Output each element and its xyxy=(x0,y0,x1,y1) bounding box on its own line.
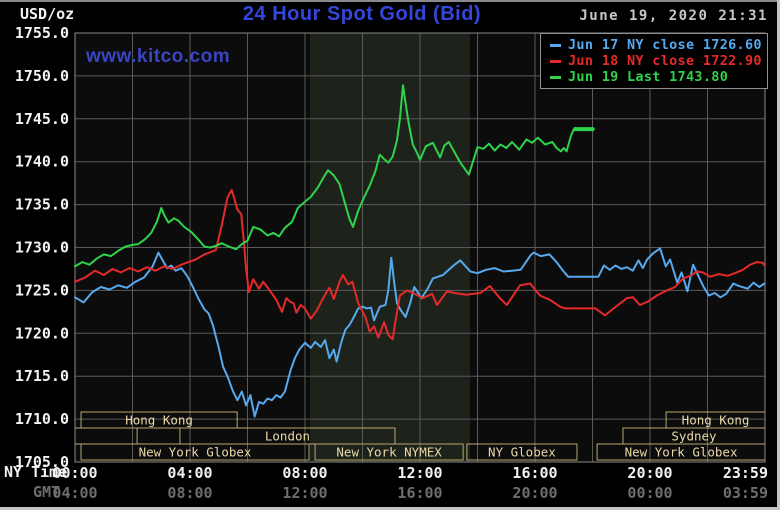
y-tick-label: 1740.0 xyxy=(15,153,69,171)
legend-label: Jun 18 NY close 1722.90 xyxy=(568,53,762,69)
gmt-tick-label: 20:00 xyxy=(512,484,557,502)
gmt-tick-label: 03:59 xyxy=(723,484,768,502)
y-axis-units-label: USD/oz xyxy=(20,5,75,23)
series-line-jun17 xyxy=(74,247,766,418)
legend-dash-icon xyxy=(550,43,561,47)
session-label: New York Globex xyxy=(625,445,738,460)
session-box xyxy=(80,411,238,429)
legend-label: Jun 17 NY close 1726.60 xyxy=(568,37,762,53)
legend-item: Jun 18 NY close 1722.90 xyxy=(550,53,767,69)
y-tick-label: 1755.0 xyxy=(15,24,69,42)
legend-dash-icon xyxy=(550,75,561,79)
y-tick-label: 1705.0 xyxy=(15,453,69,471)
kitco-watermark: www.kitco.com xyxy=(86,46,231,67)
legend-dash-icon xyxy=(550,59,561,63)
legend-item: Jun 17 NY close 1726.60 xyxy=(550,37,767,53)
y-tick-label: 1750.0 xyxy=(15,67,69,85)
session-box xyxy=(80,443,310,461)
y-tick-label: 1715.0 xyxy=(15,367,69,385)
y-tick-label: 1710.0 xyxy=(15,410,69,428)
session-label: New York NYMEX xyxy=(336,445,442,460)
y-tick-label: 1745.0 xyxy=(15,110,69,128)
screen-top-edge xyxy=(0,0,780,2)
series-line-jun18 xyxy=(74,189,766,341)
session-label: Hong Kong xyxy=(125,413,193,428)
plot-border xyxy=(74,32,766,463)
ny-time-tick-label: 23:59 xyxy=(723,464,768,482)
x-axis-ny-time-caption: NY Time xyxy=(4,463,68,481)
x-axis-gmt-caption: GMT xyxy=(33,483,61,501)
ny-time-tick-label: 00:00 xyxy=(52,464,97,482)
ny-time-tick-label: 04:00 xyxy=(167,464,212,482)
ny-time-tick-label: 12:00 xyxy=(397,464,442,482)
y-tick-label: 1735.0 xyxy=(15,196,69,214)
ny-time-tick-label: 20:00 xyxy=(627,464,672,482)
ny-time-tick-label: 08:00 xyxy=(282,464,327,482)
session-label: NY Globex xyxy=(488,445,556,460)
gmt-tick-label: 00:00 xyxy=(627,484,672,502)
chart-timestamp: June 19, 2020 21:31 xyxy=(579,8,768,24)
gmt-tick-label: 04:00 xyxy=(52,484,97,502)
screen-right-edge xyxy=(777,0,780,510)
gmt-tick-label: 16:00 xyxy=(397,484,442,502)
session-label: New York Globex xyxy=(139,445,252,460)
gmt-tick-label: 08:00 xyxy=(167,484,212,502)
chart-title: 24 Hour Spot Gold (Bid) xyxy=(242,3,482,25)
legend: Jun 17 NY close 1726.60 Jun 18 NY close … xyxy=(540,33,768,89)
y-tick-label: 1725.0 xyxy=(15,281,69,299)
ny-time-tick-label: 16:00 xyxy=(512,464,557,482)
gmt-tick-label: 12:00 xyxy=(282,484,327,502)
session-box xyxy=(314,443,464,461)
legend-label: Jun 19 Last 1743.80 xyxy=(568,69,729,85)
legend-item: Jun 19 Last 1743.80 xyxy=(550,69,767,85)
y-tick-label: 1730.0 xyxy=(15,239,69,257)
y-tick-label: 1720.0 xyxy=(15,324,69,342)
session-label: Sydney xyxy=(671,429,717,444)
session-box xyxy=(466,443,578,461)
session-label: Hong Kong xyxy=(682,413,750,428)
series-line-jun19 xyxy=(74,84,595,268)
screen-bottom-edge xyxy=(0,507,780,510)
session-label: London xyxy=(265,429,310,444)
